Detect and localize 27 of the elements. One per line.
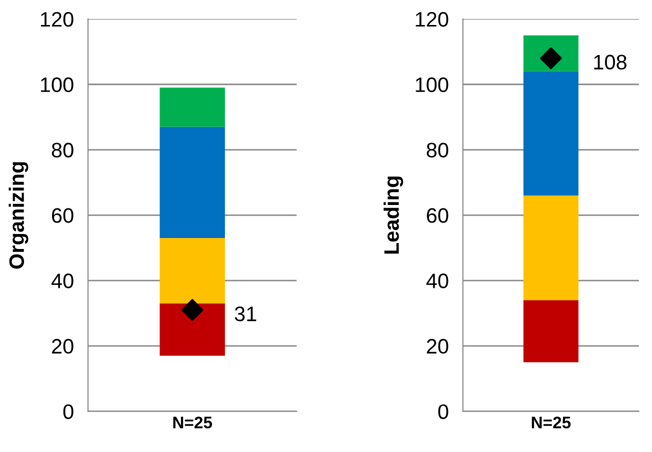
y-tick-label: 20 — [52, 338, 74, 354]
bar — [160, 238, 225, 304]
y-tick-label: 20 — [426, 338, 448, 354]
y-axis-title: Leading — [384, 176, 404, 254]
y-tick-label: 60 — [426, 208, 448, 223]
y-axis-title: Organizing — [8, 162, 28, 269]
x-tick-label: N=25 — [532, 416, 571, 428]
y-tick-label: 40 — [51, 274, 74, 288]
bar — [523, 71, 578, 196]
y-tick-label: 60 — [52, 208, 74, 223]
y-tick-label: 0 — [63, 404, 74, 420]
bar — [523, 196, 578, 300]
x-tick-label: N=25 — [173, 416, 212, 428]
y-tick-label: 120 — [416, 12, 448, 27]
y-tick-label: 80 — [52, 142, 74, 158]
data-label: 108 — [594, 54, 626, 70]
bar — [160, 88, 225, 127]
y-tick-label: 120 — [40, 12, 74, 27]
bar — [523, 300, 578, 362]
y-tick-label: 0 — [438, 404, 448, 420]
bar — [160, 303, 225, 356]
y-tick-label: 100 — [416, 77, 448, 92]
y-tick-label: 100 — [40, 77, 74, 92]
bar — [160, 126, 225, 238]
data-label: 31 — [234, 306, 256, 322]
y-tick-label: 80 — [426, 142, 448, 158]
y-tick-label: 40 — [426, 274, 448, 288]
